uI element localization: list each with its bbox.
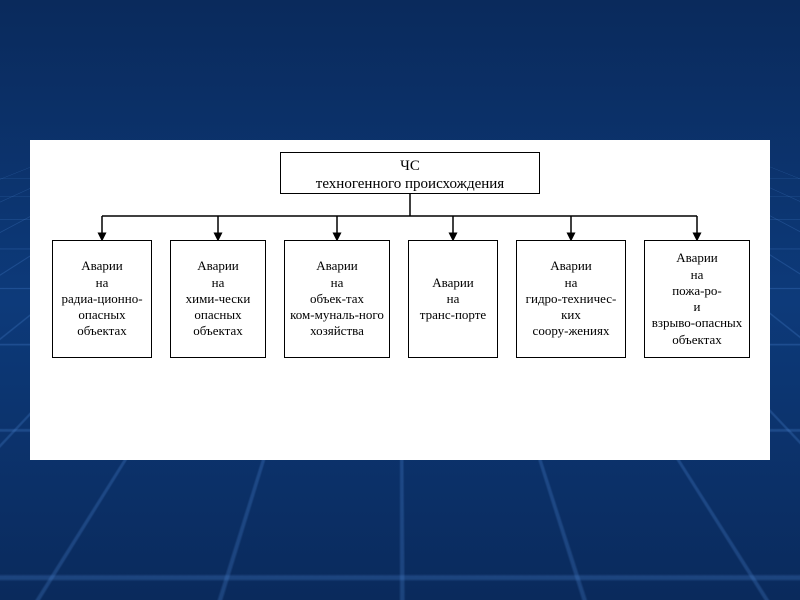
leaf-node: Авариинапожа-ро-ивзрыво-опасныхобъектах [644, 240, 750, 358]
leaf-label: Авариинаобъек-тахком-муналь-ногохозяйств… [290, 258, 384, 339]
leaf-node: Авариинатранс-порте [408, 240, 498, 358]
leaf-label: Авариинахими-ческиопасныхобъектах [186, 258, 251, 339]
root-node: ЧС техногенного происхождения [280, 152, 540, 194]
leaf-label: Авариинапожа-ро-ивзрыво-опасныхобъектах [652, 250, 743, 348]
leaf-node: Авариинаобъек-тахком-муналь-ногохозяйств… [284, 240, 390, 358]
leaf-node: Авариинарадиа-ционно-опасныхобъектах [52, 240, 152, 358]
leaf-label: Авариинарадиа-ционно-опасныхобъектах [57, 258, 147, 339]
diagram-panel: ЧС техногенного происхождения Авариинара… [30, 140, 770, 460]
root-line2: техногенного происхождения [291, 175, 529, 193]
root-line1: ЧС [291, 157, 529, 175]
leaf-node: Авариинагидро-техничес-кихсоору-жениях [516, 240, 626, 358]
org-chart: ЧС техногенного происхождения Авариинара… [30, 140, 770, 460]
leaf-label: Авариинатранс-порте [420, 275, 486, 324]
leaf-label: Авариинагидро-техничес-кихсоору-жениях [521, 258, 621, 339]
leaf-node: Авариинахими-ческиопасныхобъектах [170, 240, 266, 358]
